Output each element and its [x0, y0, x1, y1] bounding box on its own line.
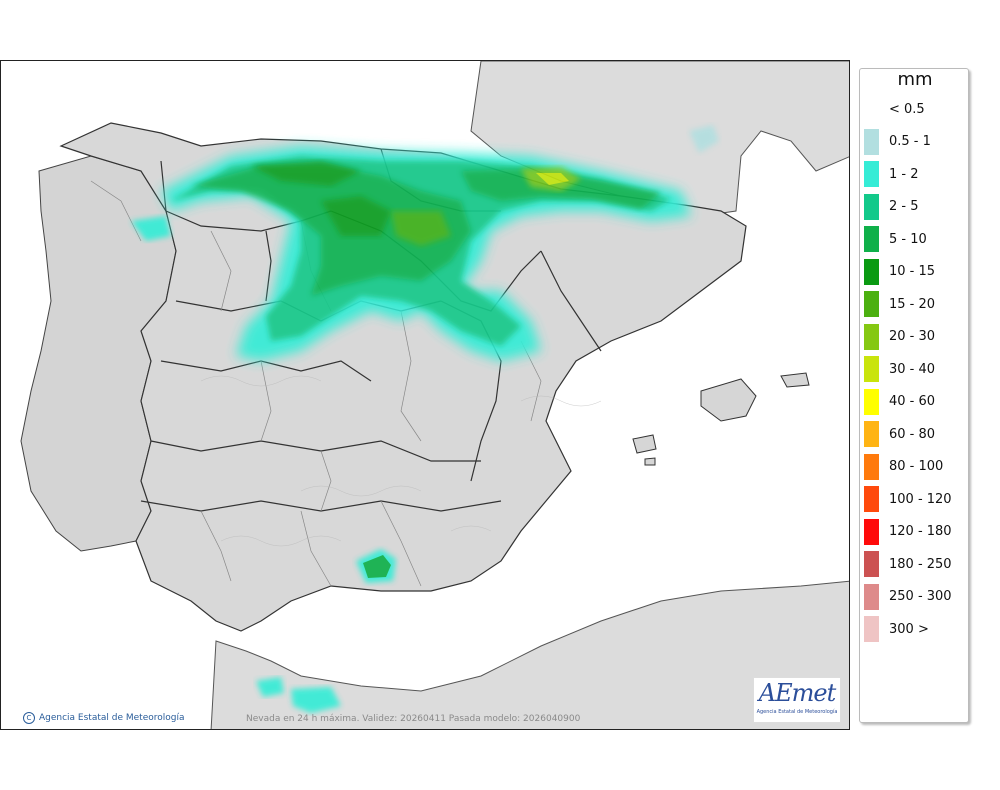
snow-field-north: [131, 146, 691, 361]
legend-swatch: [864, 291, 879, 317]
legend-swatch: [864, 388, 879, 415]
legend-swatch: [864, 518, 879, 545]
formentera: [644, 457, 656, 466]
legend-item: 300 >: [864, 616, 929, 642]
legend-label: 100 - 120: [889, 491, 952, 507]
aemet-logo: AEmet Agencia Estatal de Meteorología: [753, 677, 841, 723]
legend-label: 80 - 100: [889, 459, 944, 474]
legend-swatch: [864, 161, 879, 187]
legend-item: 80 - 100: [864, 453, 944, 480]
legend-label: 40 - 60: [889, 394, 936, 409]
legend-label: 15 - 20: [889, 296, 936, 312]
legend-item: 0.5 - 1: [864, 128, 931, 155]
legend-swatch: [864, 421, 879, 447]
legend-item: 20 - 30: [864, 323, 936, 350]
legend-label: 0.5 - 1: [889, 134, 931, 149]
mallorca: [700, 378, 757, 422]
legend-label: 180 - 250: [889, 556, 952, 572]
validity-caption: Nevada en 24 h máxima. Validez: 20260411…: [246, 714, 581, 724]
map-panel: C Agencia Estatal de Meteorología Nevada…: [0, 60, 850, 730]
legend-label: 20 - 30: [889, 329, 936, 344]
legend-swatch: [864, 356, 879, 382]
legend-swatch: [864, 583, 879, 610]
legend-label: 10 - 15: [889, 264, 936, 279]
legend-item: < 0.5: [864, 96, 925, 122]
legend-item: 180 - 250: [864, 551, 952, 577]
copyright-icon: C: [23, 712, 35, 724]
legend-label: 60 - 80: [889, 426, 936, 442]
legend-swatch: [864, 193, 879, 220]
legend-label: 250 - 300: [889, 589, 952, 604]
legend-item: 250 - 300: [864, 583, 952, 610]
legend-item: 60 - 80: [864, 421, 935, 447]
logo-wordmark: AEmet: [758, 679, 836, 707]
legend-swatch: [864, 128, 879, 155]
snowfall-map: [20, 61, 849, 729]
logo-subtitle: Agencia Estatal de Meteorología: [756, 709, 838, 715]
legend-swatch: [864, 323, 879, 350]
legend-label: 30 - 40: [889, 361, 936, 377]
legend-label: < 0.5: [889, 101, 925, 117]
legend-item: 15 - 20: [864, 291, 935, 317]
legend-swatch: [864, 486, 879, 512]
legend-swatch: [864, 96, 879, 122]
legend-unit: mm: [897, 69, 933, 90]
legend-item: 120 - 180: [864, 518, 952, 545]
legend-panel: mm < 0.5 0.5 - 1 1 - 2 2 - 5 5 - 10 10 - 15 15…: [859, 68, 969, 723]
legend-label: 5 - 10: [889, 231, 927, 247]
legend-label: 300 >: [889, 621, 929, 637]
legend-swatch: [864, 258, 879, 285]
legend-swatch: [864, 551, 879, 577]
credit-text: Agencia Estatal de Meteorología: [39, 713, 185, 723]
legend-item: 40 - 60: [864, 388, 936, 415]
legend-item: 100 - 120: [864, 486, 952, 512]
legend-label: 120 - 180: [889, 524, 952, 539]
legend-swatch: [864, 616, 879, 642]
legend-item: 5 - 10: [864, 226, 927, 252]
legend-label: 2 - 5: [889, 199, 919, 214]
agency-credit: C Agencia Estatal de Meteorología: [23, 712, 185, 724]
legend-item: 30 - 40: [864, 356, 935, 382]
legend-swatch: [864, 226, 879, 252]
menorca: [780, 372, 810, 388]
legend-label: 1 - 2: [889, 166, 919, 182]
legend-item: 1 - 2: [864, 161, 919, 187]
legend-item: 2 - 5: [864, 193, 919, 220]
africa-landmass: [210, 580, 849, 729]
relief-texture: [200, 375, 602, 547]
legend-item: 10 - 15: [864, 258, 936, 285]
ibiza: [632, 434, 657, 454]
snow-field-south: [256, 125, 719, 713]
legend-swatch: [864, 453, 879, 480]
